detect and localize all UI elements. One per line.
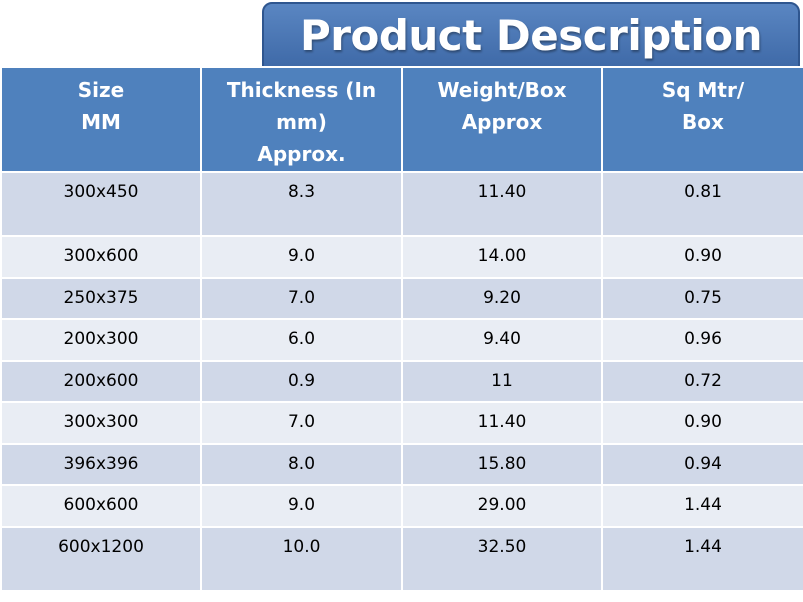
cell-thickness: 9.0 <box>200 235 403 279</box>
cell-weight: 11 <box>401 360 603 403</box>
cell-sqm: 0.94 <box>601 443 803 486</box>
table-row: 600x1200 10.0 32.50 1.44 <box>0 526 803 592</box>
header-weight-line: Approx <box>461 110 543 134</box>
cell-sqm: 0.81 <box>601 171 803 237</box>
header-thickness-line: mm) <box>276 110 327 134</box>
cell-sqm: 1.44 <box>601 484 803 528</box>
cell-size: 600x1200 <box>0 526 202 592</box>
header-thickness: Thickness (In mm) Approx. <box>200 66 403 173</box>
cell-sqm: 1.44 <box>601 526 803 592</box>
cell-weight: 29.00 <box>401 484 603 528</box>
cell-weight: 14.00 <box>401 235 603 279</box>
cell-sqm: 0.75 <box>601 277 803 320</box>
cell-size: 200x600 <box>0 360 202 403</box>
header-size-line: MM <box>81 110 121 134</box>
cell-weight: 9.20 <box>401 277 603 320</box>
cell-thickness: 8.3 <box>200 171 403 237</box>
cell-weight: 11.40 <box>401 171 603 237</box>
cell-sqm: 0.72 <box>601 360 803 403</box>
cell-weight: 32.50 <box>401 526 603 592</box>
cell-thickness: 9.0 <box>200 484 403 528</box>
header-weight-line: Weight/Box <box>437 78 567 102</box>
cell-thickness: 6.0 <box>200 318 403 362</box>
header-thickness-line: Approx. <box>257 142 346 166</box>
cell-size: 396x396 <box>0 443 202 486</box>
product-table: Size MM Thickness (In mm) Approx. Weight… <box>0 66 803 592</box>
table-row: 600x600 9.0 29.00 1.44 <box>0 484 803 528</box>
cell-thickness: 0.9 <box>200 360 403 403</box>
header-thickness-line: Thickness (In <box>226 78 377 102</box>
cell-sqm: 0.90 <box>601 235 803 279</box>
header-size: Size MM <box>0 66 202 173</box>
table-row: 200x600 0.9 11 0.72 <box>0 360 803 403</box>
title-banner: Product Description <box>262 2 800 68</box>
cell-sqm: 0.96 <box>601 318 803 362</box>
cell-thickness: 8.0 <box>200 443 403 486</box>
table-row: 200x300 6.0 9.40 0.96 <box>0 318 803 362</box>
cell-weight: 11.40 <box>401 401 603 445</box>
table-row: 300x600 9.0 14.00 0.90 <box>0 235 803 279</box>
table-row: 250x375 7.0 9.20 0.75 <box>0 277 803 320</box>
page-title: Product Description <box>299 10 763 60</box>
header-sqm-line: Box <box>682 110 724 134</box>
table-row: 300x450 8.3 11.40 0.81 <box>0 171 803 237</box>
header-size-line: Size <box>77 78 125 102</box>
cell-thickness: 7.0 <box>200 401 403 445</box>
table-row: 396x396 8.0 15.80 0.94 <box>0 443 803 486</box>
header-sqm: Sq Mtr/ Box <box>601 66 803 173</box>
cell-size: 250x375 <box>0 277 202 320</box>
cell-size: 300x600 <box>0 235 202 279</box>
cell-weight: 15.80 <box>401 443 603 486</box>
cell-sqm: 0.90 <box>601 401 803 445</box>
cell-weight: 9.40 <box>401 318 603 362</box>
table-row: 300x300 7.0 11.40 0.90 <box>0 401 803 445</box>
header-row: Size MM Thickness (In mm) Approx. Weight… <box>0 66 803 173</box>
header-sqm-line: Sq Mtr/ <box>661 78 745 102</box>
cell-size: 600x600 <box>0 484 202 528</box>
cell-size: 300x450 <box>0 171 202 237</box>
cell-thickness: 7.0 <box>200 277 403 320</box>
cell-thickness: 10.0 <box>200 526 403 592</box>
header-weight: Weight/Box Approx <box>401 66 603 173</box>
cell-size: 300x300 <box>0 401 202 445</box>
cell-size: 200x300 <box>0 318 202 362</box>
